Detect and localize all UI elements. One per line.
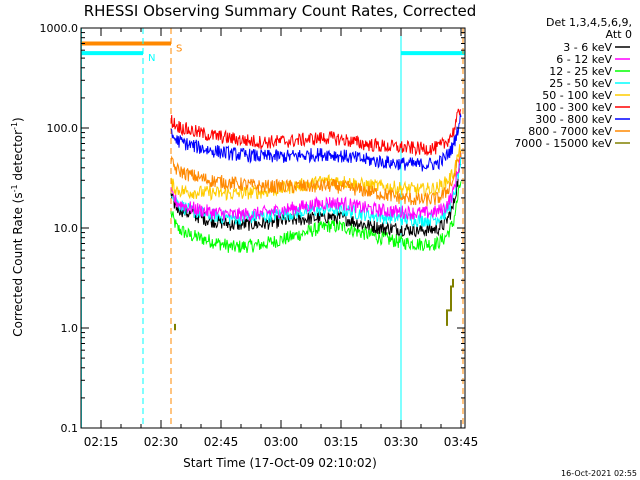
flag-label: N <box>148 53 155 64</box>
y-tick-label: 0.1 <box>61 422 79 435</box>
legend-label: 7000 - 15000 keV <box>514 137 612 150</box>
x-tick-label: 02:45 <box>204 435 239 449</box>
legend-label: 3 - 6 keV <box>563 41 612 54</box>
y-tick-label: 1000.0 <box>40 22 79 35</box>
legend-label: 50 - 100 keV <box>542 89 612 102</box>
y-axis-label-exp2: -1 <box>10 122 19 130</box>
generated-timestamp: 16-Oct-2021 02:55 <box>561 469 637 478</box>
x-tick-label: 03:30 <box>384 435 419 449</box>
legend-label: 12 - 25 keV <box>549 65 612 78</box>
series-line-6-12kev <box>170 152 462 222</box>
series-line-50-100kev <box>170 144 462 202</box>
x-axis-label: Start Time (17-Oct-09 02:10:02) <box>183 456 377 470</box>
chart-title: RHESSI Observing Summary Count Rates, Co… <box>84 2 477 20</box>
series-line-100-300kev <box>170 108 462 157</box>
series-line-25-50kev <box>170 152 462 227</box>
legend-label: 800 - 7000 keV <box>528 125 612 138</box>
x-tick-label: 02:30 <box>144 435 179 449</box>
series-line-7000-15000kev <box>174 278 454 331</box>
y-tick-label: 100.0 <box>47 122 79 135</box>
legend-label: 300 - 800 keV <box>535 113 612 126</box>
y-axis-label-prefix: Corrected Count Rate (s <box>11 192 25 336</box>
y-axis-label-mid: detector <box>11 130 25 185</box>
flags-layer: SN <box>81 41 465 64</box>
legend-label: 100 - 300 keV <box>535 101 612 114</box>
series-layer <box>170 108 462 331</box>
legend-label: 6 - 12 keV <box>556 53 612 66</box>
flag-label: S <box>176 43 182 54</box>
ticks-layer: 0.1 1.0 10.0 100.0 1000.0 02:15 02:30 02:45 03:0… <box>40 22 479 449</box>
legend-label: 25 - 50 keV <box>549 77 612 90</box>
x-tick-label: 03:00 <box>264 435 299 449</box>
x-tick-label: 03:15 <box>324 435 359 449</box>
series-line-12-25kev <box>170 181 462 253</box>
y-tick-label: 10.0 <box>54 222 79 235</box>
legend-header-attenuator: Att 0 <box>606 28 632 41</box>
series-line-800-7000kev <box>170 150 462 207</box>
series-line-300-800kev <box>170 113 462 172</box>
legend-header-detectors: Det 1,3,4,5,6,9, <box>546 16 632 29</box>
y-axis-label-suffix: ) <box>11 117 25 122</box>
y-axis-label-exp1: -1 <box>10 184 19 192</box>
x-tick-label: 02:15 <box>84 435 119 449</box>
y-axis-label: Corrected Count Rate (s-1 detector-1) <box>10 117 25 336</box>
x-tick-label: 03:45 <box>444 435 479 449</box>
y-tick-label: 1.0 <box>61 322 79 335</box>
